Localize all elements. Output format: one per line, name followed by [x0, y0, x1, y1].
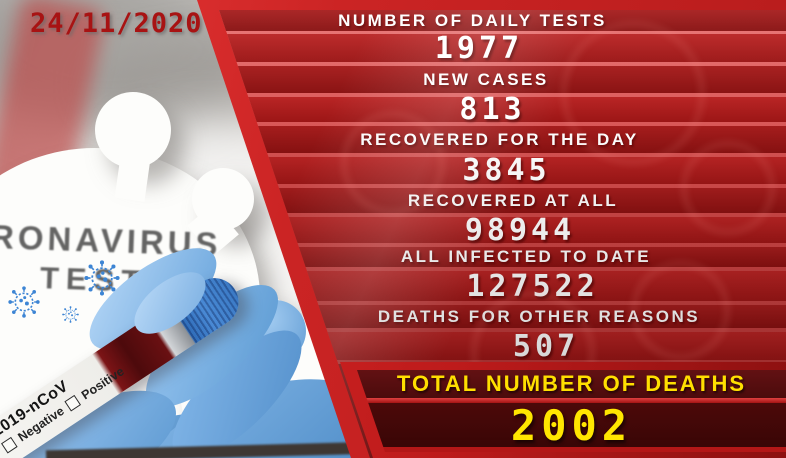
stat-value: 507	[512, 328, 580, 364]
stat-label-row: NUMBER OF DAILY TESTS	[219, 10, 786, 31]
stat-value: 1977	[434, 30, 524, 66]
stat-label-row: RECOVERED AT ALL	[240, 188, 786, 213]
stat-label-row: ALL INFECTED TO DATE	[266, 247, 786, 267]
checkbox-positive	[64, 394, 82, 412]
stat-label: RECOVERED AT ALL	[407, 190, 619, 210]
stat-value: 3845	[462, 153, 551, 188]
stat-label: DEATHS FOR OTHER REASONS	[377, 306, 701, 326]
virus-icon	[62, 306, 79, 323]
stat-label: ALL INFECTED TO DATE	[400, 247, 652, 266]
date-text: 24/11/2020	[30, 8, 203, 39]
stat-value-row: 813	[219, 92, 786, 127]
stat-label-row: DEATHS FOR OTHER REASONS	[292, 305, 786, 328]
stat-value-row: 98944	[254, 213, 786, 248]
checkbox-negative	[1, 436, 18, 454]
stat-label-row: RECOVERED FOR THE DAY	[219, 126, 786, 153]
virus-icon	[8, 286, 40, 318]
stat-label: RECOVERED FOR THE DAY	[360, 129, 639, 149]
stat-label: NUMBER OF DAILY TESTS	[338, 10, 607, 30]
stat-value-row: 507	[306, 329, 786, 364]
stat-value-row: 3845	[227, 153, 786, 188]
total-label-row: TOTAL NUMBER OF DEATHS	[357, 370, 786, 398]
stat-value: 127522	[466, 268, 599, 304]
stat-value-row: 1977	[219, 31, 786, 66]
total-label: TOTAL NUMBER OF DEATHS	[396, 371, 747, 396]
total-panel-separator	[357, 398, 786, 403]
total-panel-bottom-edge	[370, 447, 786, 452]
stat-value: 98944	[464, 212, 576, 248]
stat-label-row: NEW CASES	[219, 66, 786, 93]
stat-label: NEW CASES	[423, 69, 549, 89]
stat-value-row: 127522	[279, 268, 786, 304]
total-value: 2002	[510, 400, 633, 450]
total-value-row: 2002	[357, 400, 786, 450]
stat-value: 813	[459, 92, 526, 127]
